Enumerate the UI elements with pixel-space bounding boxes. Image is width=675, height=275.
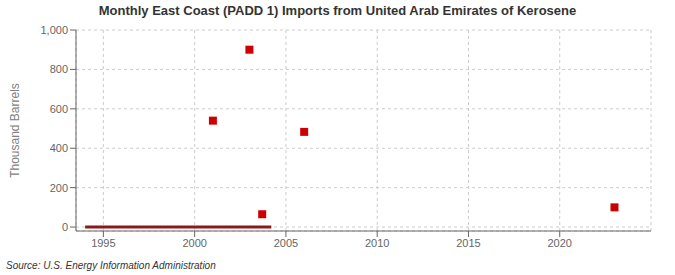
svg-text:600: 600 xyxy=(50,103,68,115)
html-text:Source: U.S. Energy Informatio: Source: U.S. Energy Information Administ… xyxy=(6,260,216,271)
svg-text:2000: 2000 xyxy=(182,237,206,249)
html-text:Monthly East Coast (PADD 1) Im: Monthly East Coast (PADD 1) Imports from… xyxy=(98,3,577,18)
svg-text:800: 800 xyxy=(50,63,68,75)
svg-text:2020: 2020 xyxy=(547,237,571,249)
svg-text:1995: 1995 xyxy=(91,237,115,249)
svg-text:2005: 2005 xyxy=(274,237,298,249)
svg-text:1,000: 1,000 xyxy=(40,24,68,36)
svg-text:400: 400 xyxy=(50,142,68,154)
svg-text:0: 0 xyxy=(62,221,68,233)
svg-text:Thousand Barrels: Thousand Barrels xyxy=(8,83,22,178)
svg-text:2010: 2010 xyxy=(365,237,389,249)
svg-text:200: 200 xyxy=(50,182,68,194)
svg-text:2015: 2015 xyxy=(456,237,480,249)
